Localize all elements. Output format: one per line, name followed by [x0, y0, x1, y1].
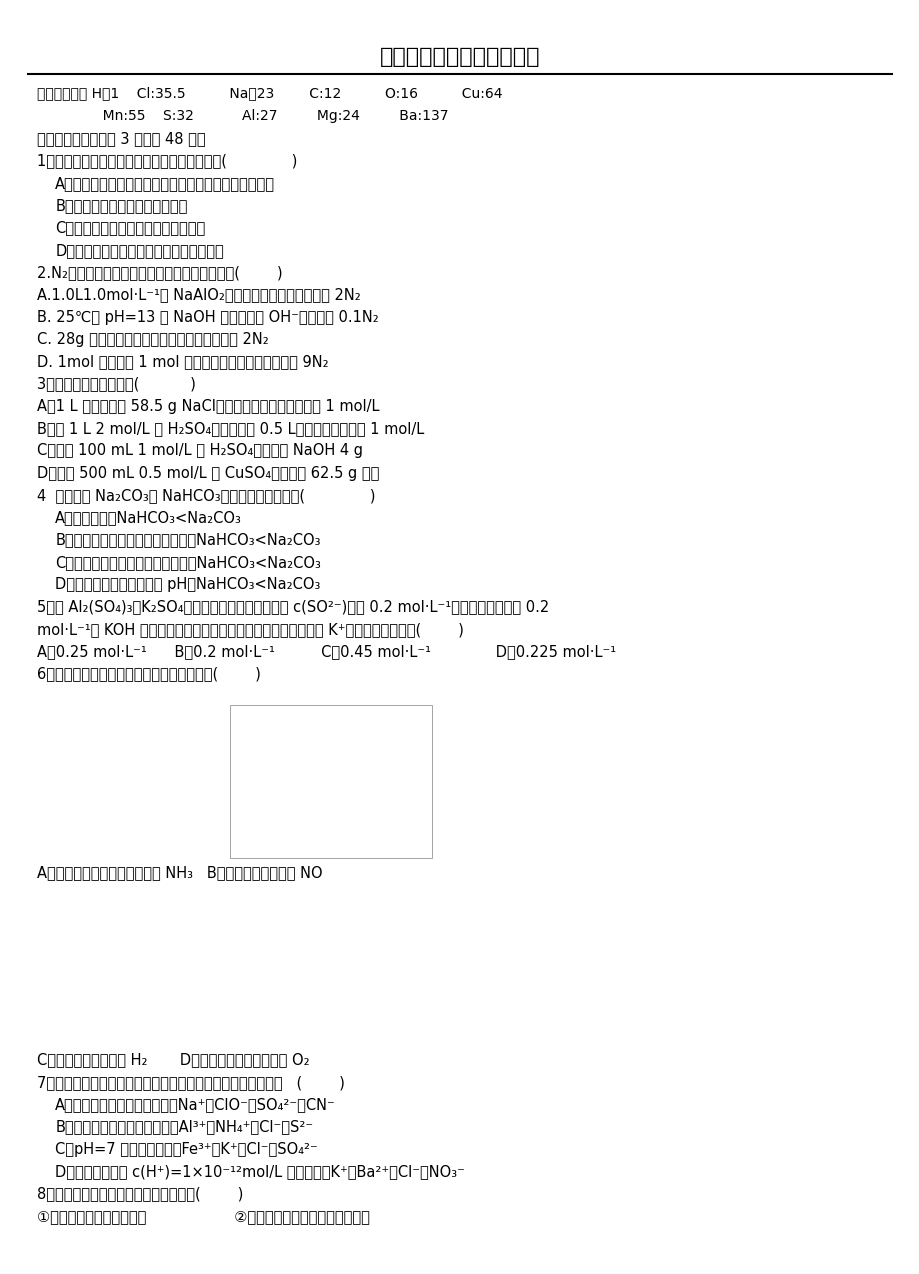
Text: A.1.0L1.0mol·L⁻¹的 NaAlO₂水溶液中含有的氧原子数为 2N₂: A.1.0L1.0mol·L⁻¹的 NaAlO₂水溶液中含有的氧原子数为 2N₂	[37, 287, 360, 302]
Text: 一、选择题（每小题 3 分，共 48 分）: 一、选择题（每小题 3 分，共 48 分）	[37, 131, 205, 147]
Text: B．共价化合物：是否含有共价键: B．共价化合物：是否含有共价键	[55, 197, 187, 213]
Text: D．等物质的量浓度溶液的 pH：NaHCO₃<Na₂CO₃: D．等物质的量浓度溶液的 pH：NaHCO₃<Na₂CO₃	[55, 577, 320, 592]
Text: C. 28g 乙烯和丙烯的混合物含有的碳原子数为 2N₂: C. 28g 乙烯和丙烯的混合物含有的碳原子数为 2N₂	[37, 331, 268, 347]
Text: C．相同温度时，在水中的溶解性：NaHCO₃<Na₂CO₃: C．相同温度时，在水中的溶解性：NaHCO₃<Na₂CO₃	[55, 554, 321, 569]
Bar	[230, 706, 432, 859]
Text: D．配制 500 mL 0.5 mol/L 的 CuSO₄溶液，需 62.5 g 胆矾: D．配制 500 mL 0.5 mol/L 的 CuSO₄溶液，需 62.5 g…	[37, 465, 379, 480]
Text: Mn:55    S:32           Al:27         Mg:24         Ba:137: Mn:55 S:32 Al:27 Mg:24 Ba:137	[37, 108, 448, 122]
Text: B．与同浓度盐酸反应的剧烈程度：NaHCO₃<Na₂CO₃: B．与同浓度盐酸反应的剧烈程度：NaHCO₃<Na₂CO₃	[55, 533, 321, 548]
Text: 5．在 Al₂(SO₄)₃、K₂SO₄和明矾的混合溶液中，如果 c(SO²⁻)等于 0.2 mol·L⁻¹，当加入等体积的 0.2: 5．在 Al₂(SO₄)₃、K₂SO₄和明矾的混合溶液中，如果 c(SO²⁻)等…	[37, 599, 549, 614]
Text: 4  下列关于 Na₂CO₃和 NaHCO₃性质的说法错误的是(              ): 4 下列关于 Na₂CO₃和 NaHCO₃性质的说法错误的是( )	[37, 488, 375, 503]
Text: B．从 1 L 2 mol/L 的 H₂SO₄溶液中取出 0.5 L，该溶液的浓度为 1 mol/L: B．从 1 L 2 mol/L 的 H₂SO₄溶液中取出 0.5 L，该溶液的浓…	[37, 420, 424, 436]
Text: 3．下列说法中正确的是(           ): 3．下列说法中正确的是( )	[37, 376, 196, 391]
Text: D．由水电离出的 c(H⁺)=1×10⁻¹²mol/L 的溶液中：K⁺、Ba²⁺、Cl⁻、NO₃⁻: D．由水电离出的 c(H⁺)=1×10⁻¹²mol/L 的溶液中：K⁺、Ba²⁺…	[55, 1164, 465, 1180]
Text: A．热稳定性：NaHCO₃<Na₂CO₃: A．热稳定性：NaHCO₃<Na₂CO₃	[55, 510, 242, 525]
Text: 7．下列各种情况下，常温下溶液中一定能大量存在的离子组是   (        ): 7．下列各种情况下，常温下溶液中一定能大量存在的离子组是 ( )	[37, 1075, 345, 1091]
Text: A．溶液与胶体：本质不同的原因是能否发生丁达尔效应: A．溶液与胶体：本质不同的原因是能否发生丁达尔效应	[55, 176, 275, 191]
Text: C．用锌粒和稀硫酸制 H₂       D．用双氧水和二氧化锰制 O₂: C．用锌粒和稀硫酸制 H₂ D．用双氧水和二氧化锰制 O₂	[37, 1052, 309, 1068]
Text: B．无色溶液中可能大量存在：Al³⁺、NH₄⁺、Cl⁻、S²⁻: B．无色溶液中可能大量存在：Al³⁺、NH₄⁺、Cl⁻、S²⁻	[55, 1120, 313, 1135]
Text: 6．下列制备和收集气体的实验装置合理的是(        ): 6．下列制备和收集气体的实验装置合理的是( )	[37, 666, 260, 682]
Text: 2.N₂为阿伏伽德罗常数的值，下列叙述正确的是(        ): 2.N₂为阿伏伽德罗常数的值，下列叙述正确的是( )	[37, 265, 282, 280]
Text: ①酸性氧化物与碱发生反应                   ②弱酸与盐溶液反应可以生成强酸: ①酸性氧化物与碱发生反应 ②弱酸与盐溶液反应可以生成强酸	[37, 1209, 369, 1224]
Text: A．0.25 mol·L⁻¹      B．0.2 mol·L⁻¹          C．0.45 mol·L⁻¹              D．0.225 m: A．0.25 mol·L⁻¹ B．0.2 mol·L⁻¹ C．0.45 mol·…	[37, 643, 615, 659]
Text: A．1 L 水中溶解了 58.5 g NaCl，该溶液的物质的量浓度为 1 mol/L: A．1 L 水中溶解了 58.5 g NaCl，该溶液的物质的量浓度为 1 mo…	[37, 399, 379, 414]
Text: 8．下列说法在一定条件下可以实现的是(        ): 8．下列说法在一定条件下可以实现的是( )	[37, 1186, 243, 1201]
Text: D．氧化还原反应：元素是否发生电子转移: D．氧化还原反应：元素是否发生电子转移	[55, 242, 223, 257]
Text: B. 25℃时 pH=13 的 NaOH 溶液中含有 OH⁻的数目为 0.1N₂: B. 25℃时 pH=13 的 NaOH 溶液中含有 OH⁻的数目为 0.1N₂	[37, 310, 378, 325]
Text: C．pH=7 的中性溶液中：Fe³⁺、K⁺、Cl⁻、SO₄²⁻: C．pH=7 的中性溶液中：Fe³⁺、K⁺、Cl⁻、SO₄²⁻	[55, 1142, 318, 1157]
Text: mol·L⁻¹的 KOH 溶液时，生成的沉淀恰好溶解，则原混合溶液中 K⁺的物质的量浓度为(        ): mol·L⁻¹的 KOH 溶液时，生成的沉淀恰好溶解，则原混合溶液中 K⁺的物质…	[37, 622, 463, 637]
Text: A．用氯化铵和氢氧化钙固体制 NH₃   B．用铜片和稀硝酸制 NO: A．用氯化铵和氢氧化钙固体制 NH₃ B．用铜片和稀硝酸制 NO	[37, 865, 322, 880]
Text: A．酸性溶液中可能大量存在：Na⁺、ClO⁻、SO₄²⁻、CN⁻: A．酸性溶液中可能大量存在：Na⁺、ClO⁻、SO₄²⁻、CN⁻	[55, 1097, 335, 1112]
Text: 1、判断下列有关化学基本概念的依据正确的是(              ): 1、判断下列有关化学基本概念的依据正确的是( )	[37, 153, 297, 168]
Text: D. 1mol 的羟基与 1 mol 的氢氧根离子所含电子数均为 9N₂: D. 1mol 的羟基与 1 mol 的氢氧根离子所含电子数均为 9N₂	[37, 354, 328, 369]
Text: 届高三第二次月考化学试卷: 届高三第二次月考化学试卷	[380, 47, 539, 68]
Text: 相对原子质量 H：1    Cl:35.5          Na：23        C:12          O:16          Cu:64: 相对原子质量 H：1 Cl:35.5 Na：23 C:12 O:16 Cu:64	[37, 87, 502, 101]
Text: C．强弱电解质：溶液的导电能力大小: C．强弱电解质：溶液的导电能力大小	[55, 220, 205, 236]
Text: C．中和 100 mL 1 mol/L 的 H₂SO₄溶液，需 NaOH 4 g: C．中和 100 mL 1 mol/L 的 H₂SO₄溶液，需 NaOH 4 g	[37, 443, 362, 459]
